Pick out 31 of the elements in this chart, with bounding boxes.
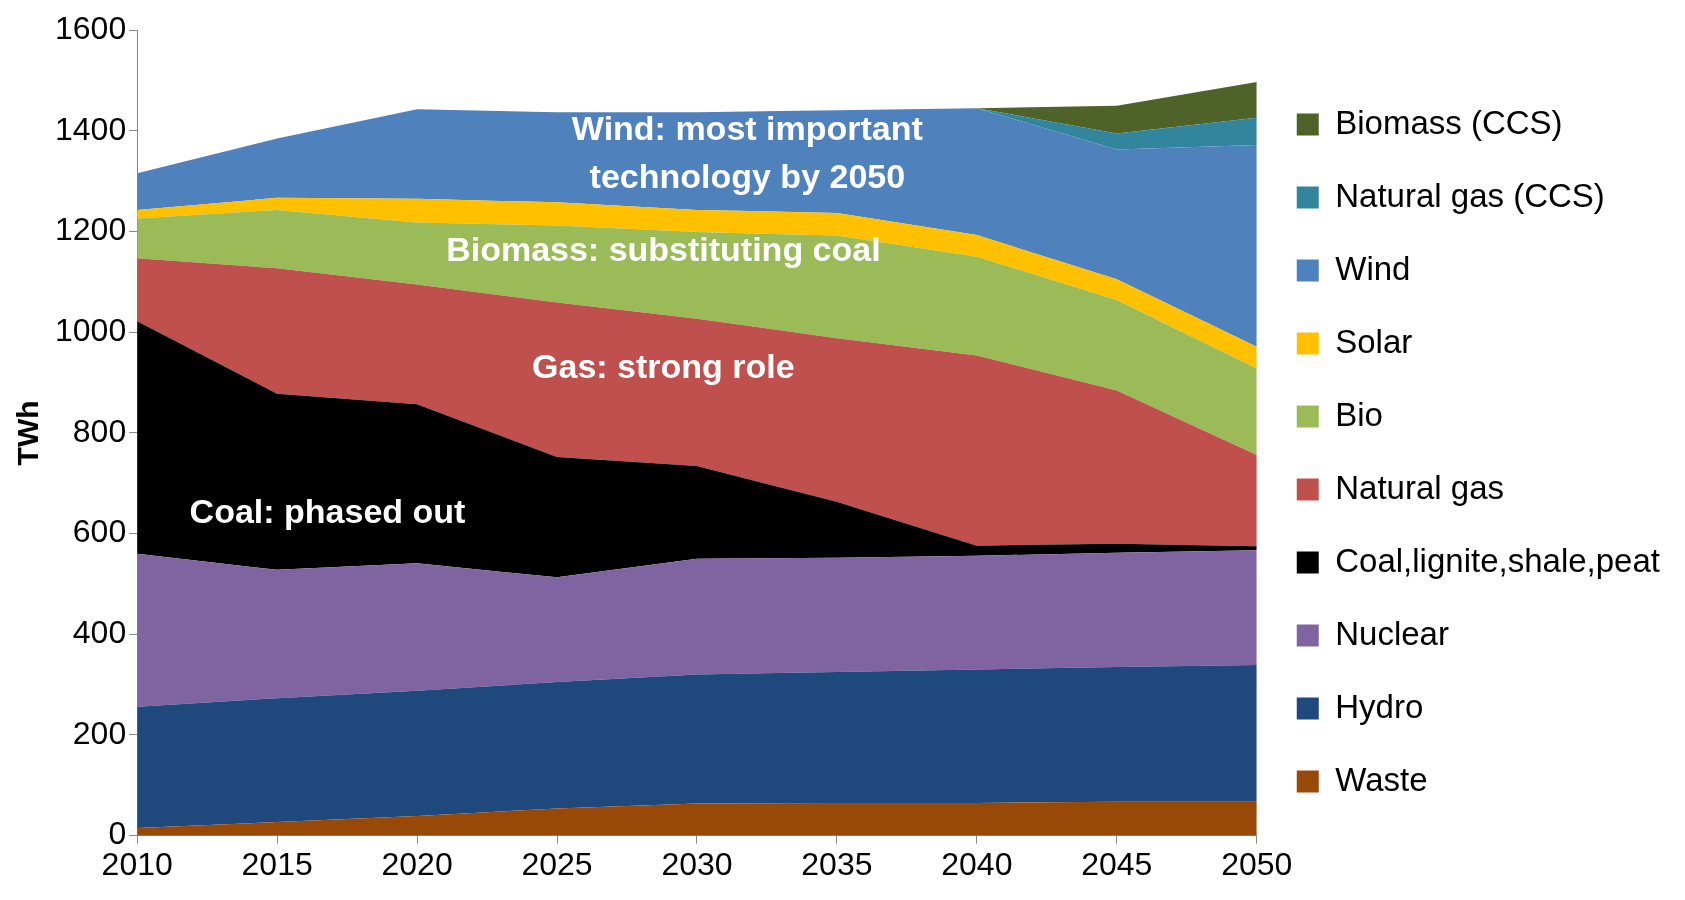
legend-label: Natural gas (CCS) [1335,176,1633,214]
y-tick-label: 1200 [55,211,127,248]
legend-label: Waste [1335,760,1456,798]
annotation: Coal: phased out [189,491,466,530]
y-tick-label: 400 [72,614,127,651]
y-tick-label: 1600 [55,10,127,47]
legend-label: Hydro [1335,687,1451,725]
legend-label: Biomass (CCS) [1335,103,1591,141]
legend-label: Solar [1335,322,1440,360]
annotation: Wind: most important technology by 2050 [571,109,923,196]
y-tick-label: 1000 [55,312,127,349]
x-tick-label: 2040 [941,845,1013,882]
legend-label: Bio [1335,395,1411,433]
legend-label: Natural gas [1335,468,1532,506]
y-tick-label: 1400 [55,110,127,147]
legend-label: Nuclear [1335,614,1477,652]
x-tick-label: 2025 [521,845,593,882]
legend-label: Coal,lignite,shale,peat [1335,541,1685,579]
x-tick-label: 2020 [381,845,453,882]
y-tick-label: 800 [72,412,127,449]
y-tick-label: 200 [72,714,127,751]
x-tick-label: 2050 [1221,845,1293,882]
x-tick-label: 2015 [241,845,313,882]
x-tick-label: 2035 [801,845,873,882]
y-axis-title: TWh [11,400,45,466]
legend-label: Wind [1335,249,1438,287]
annotation: Biomass: substituting coal [446,230,881,269]
x-tick-label: 2045 [1081,845,1153,882]
x-tick-label: 2030 [661,845,733,882]
y-tick-label: 600 [72,513,127,550]
annotation: Gas: strong role [532,346,795,385]
